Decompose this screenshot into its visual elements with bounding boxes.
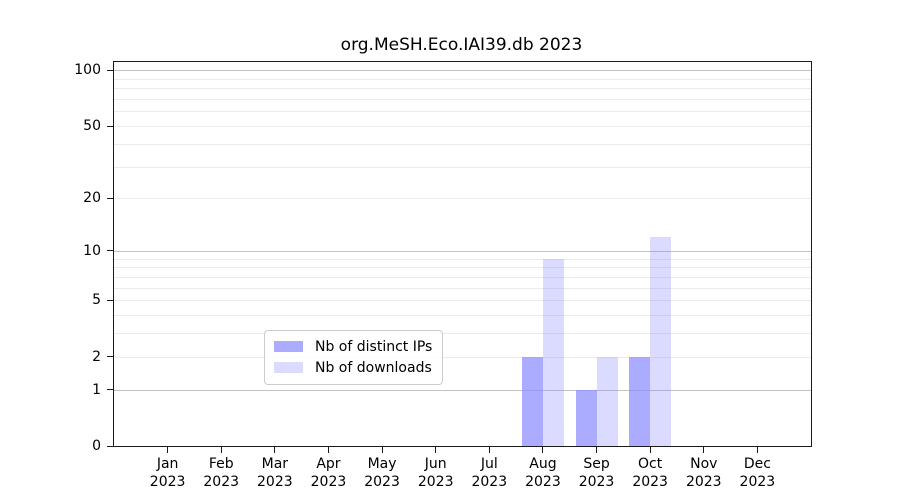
y-tick-100 <box>107 69 113 71</box>
gridline-minor-20 <box>114 198 811 200</box>
gridline-major-100 <box>114 70 811 72</box>
gridline-minor-5 <box>114 300 811 302</box>
x-tick-month: Dec <box>743 456 771 472</box>
x-tick-month: Sep <box>583 456 610 472</box>
gridline-minor-80 <box>114 88 811 90</box>
y-tick-label-5: 5 <box>92 292 101 309</box>
legend-label: Nb of downloads <box>315 359 432 376</box>
x-tick-year: 2023 <box>578 474 615 490</box>
gridline-minor-90 <box>114 78 811 80</box>
gridline-minor-70 <box>114 99 811 101</box>
legend-swatch-icon <box>274 341 303 352</box>
x-tick-dec <box>756 447 758 453</box>
y-tick-label-10: 10 <box>83 242 101 259</box>
gridline-major-10 <box>114 250 811 252</box>
plot-area: 100 50 20 10 5 2 1 0 Jan 2023 Feb 2023 Mar 2023 Apr 202… <box>74 61 812 490</box>
y-tick-0 <box>107 445 113 447</box>
x-tick-year: 2023 <box>632 474 668 490</box>
y-tick-10 <box>107 250 113 252</box>
y-tick-1 <box>107 389 113 391</box>
x-tick-may <box>381 447 383 453</box>
x-tick-year: 2023 <box>203 474 240 490</box>
legend-swatch-icon <box>274 362 303 373</box>
x-tick-label-aug: Aug 2023 <box>501 455 585 491</box>
y-tick-5 <box>107 299 113 301</box>
x-tick-apr <box>327 447 329 453</box>
x-tick-month: Apr <box>316 456 341 472</box>
gridline-minor-8 <box>114 267 811 269</box>
x-tick-aug <box>542 447 544 453</box>
gridline-minor-50 <box>114 126 811 128</box>
x-tick-jun <box>435 447 437 453</box>
x-tick-month: Nov <box>690 456 718 472</box>
y-tick-label-1: 1 <box>92 381 101 398</box>
gridline-minor-7 <box>114 276 811 278</box>
x-tick-label-apr: Apr 2023 <box>286 455 370 491</box>
bar-downloads-oct <box>650 237 672 446</box>
x-tick-mar <box>274 447 276 453</box>
x-tick-label-jul: Jul 2023 <box>447 455 531 491</box>
bar-distinct-ips-oct <box>629 356 651 446</box>
x-tick-label-mar: Mar 2023 <box>233 455 317 491</box>
x-tick-year: 2023 <box>417 474 454 490</box>
x-tick-month: Jan <box>156 456 179 472</box>
legend-row-downloads: Nb of downloads <box>274 357 432 378</box>
gridline-minor-4 <box>114 315 811 317</box>
y-tick-label-50: 50 <box>83 118 101 135</box>
gridline-minor-30 <box>114 166 811 168</box>
x-tick-label-jun: Jun 2023 <box>394 455 478 491</box>
y-tick-2 <box>107 356 113 358</box>
bar-downloads-sep <box>596 356 618 446</box>
x-tick-year: 2023 <box>685 474 722 490</box>
x-tick-month: May <box>367 456 397 472</box>
x-tick-feb <box>220 447 222 453</box>
x-tick-label-oct: Oct 2023 <box>608 455 692 491</box>
legend: Nb of distinct IPs Nb of downloads <box>264 330 444 385</box>
chart-title: org.MeSH.Eco.IAI39.db 2023 <box>340 35 583 55</box>
x-tick-label-jan: Jan 2023 <box>126 455 210 491</box>
x-tick-month: Oct <box>638 456 663 472</box>
x-tick-jul <box>488 447 490 453</box>
gridline-minor-3 <box>114 333 811 335</box>
x-tick-month: Jul <box>480 456 498 472</box>
x-tick-jan <box>167 447 169 453</box>
x-tick-label-nov: Nov 2023 <box>662 455 746 491</box>
y-tick-label-100: 100 <box>74 62 101 79</box>
x-tick-label-sep: Sep 2023 <box>555 455 639 491</box>
y-tick-label-20: 20 <box>83 190 101 207</box>
x-tick-month: Mar <box>261 456 289 472</box>
gridline-minor-6 <box>114 287 811 289</box>
gridline-minor-2 <box>114 356 811 358</box>
x-tick-sep <box>596 447 598 453</box>
gridline-minor-60 <box>114 111 811 113</box>
x-tick-year: 2023 <box>364 474 400 490</box>
x-tick-month: Feb <box>208 456 234 472</box>
x-tick-year: 2023 <box>257 474 293 490</box>
x-tick-year: 2023 <box>471 474 508 490</box>
y-tick-label-2: 2 <box>92 348 101 365</box>
gridline-minor-40 <box>114 143 811 145</box>
x-tick-oct <box>649 447 651 453</box>
x-tick-month: Jun <box>424 456 447 472</box>
legend-label: Nb of distinct IPs <box>315 338 433 355</box>
x-tick-label-feb: Feb 2023 <box>179 455 263 491</box>
x-tick-year: 2023 <box>739 474 776 490</box>
gridline-major-1 <box>114 389 811 391</box>
bar-distinct-ips-aug <box>521 356 543 446</box>
legend-row-distinct-ips: Nb of distinct IPs <box>274 336 432 357</box>
x-tick-year: 2023 <box>149 474 186 490</box>
bar-distinct-ips-sep <box>575 389 597 446</box>
y-tick-20 <box>107 197 113 199</box>
x-tick-year: 2023 <box>525 474 561 490</box>
x-tick-label-dec: Dec 2023 <box>715 455 799 491</box>
bar-downloads-aug <box>542 258 564 446</box>
gridline-minor-9 <box>114 258 811 260</box>
x-tick-year: 2023 <box>310 474 347 490</box>
y-tick-50 <box>107 125 113 127</box>
y-tick-label-0: 0 <box>92 438 101 454</box>
x-tick-nov <box>703 447 705 453</box>
x-tick-month: Aug <box>529 456 557 472</box>
x-tick-label-may: May 2023 <box>340 455 424 491</box>
